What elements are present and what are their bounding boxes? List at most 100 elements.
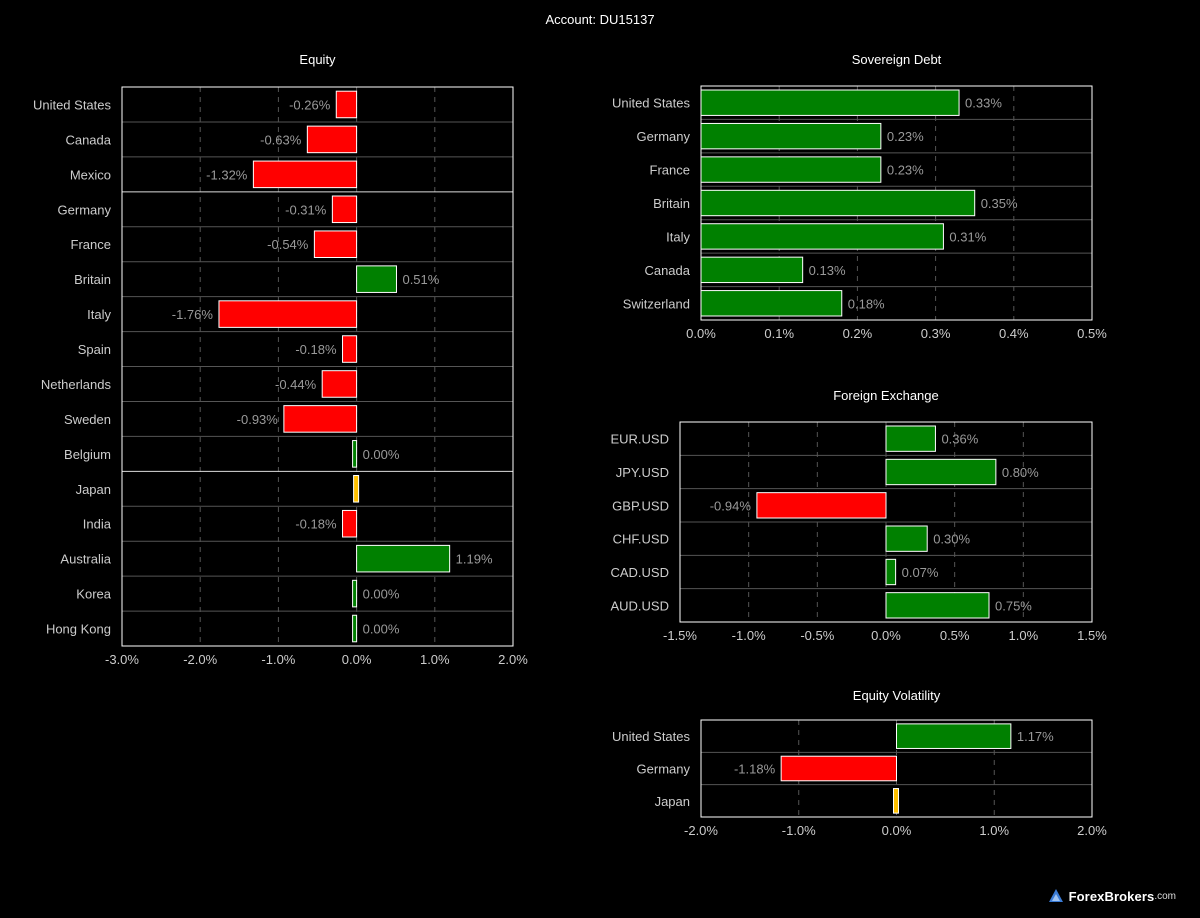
equity-title: Equity bbox=[299, 52, 336, 67]
sovereign-debt-data-label: 0.23% bbox=[887, 129, 924, 144]
equity-data-label: 0.00% bbox=[363, 587, 400, 602]
sovereign-debt-bar bbox=[700, 223, 944, 250]
foreign-exchange-tick-label: 1.0% bbox=[1009, 628, 1039, 643]
foreign-exchange-data-label: 0.80% bbox=[1002, 465, 1039, 480]
foreign-exchange-bar bbox=[756, 492, 887, 519]
equity-category-label: Korea bbox=[76, 587, 111, 602]
equity-category-label: Britain bbox=[74, 272, 111, 287]
equity-data-label: 0.00% bbox=[363, 447, 400, 462]
sovereign-debt-category-label: France bbox=[650, 163, 690, 178]
equity-volatility-title: Equity Volatility bbox=[853, 688, 941, 703]
sovereign-debt-category-label: Italy bbox=[666, 229, 690, 244]
foreign-exchange-tick-label: -1.5% bbox=[663, 628, 697, 643]
equity-data-label: -0.93% bbox=[237, 412, 279, 427]
sovereign-debt-bar bbox=[700, 89, 960, 116]
sovereign-debt-bar bbox=[700, 189, 976, 217]
foreign-exchange-frame bbox=[679, 421, 1093, 623]
foreign-exchange-category-label: JPY.USD bbox=[616, 465, 669, 480]
equity-volatility-category-label: Japan bbox=[655, 794, 690, 809]
foreign-exchange-bar bbox=[885, 592, 990, 619]
foreign-exchange-category-label: GBP.USD bbox=[612, 498, 669, 513]
equity-category-label: Japan bbox=[76, 482, 111, 497]
equity-volatility-bar bbox=[896, 723, 1012, 749]
equity-bar bbox=[283, 405, 358, 433]
equity-category-label: Canada bbox=[65, 132, 111, 147]
equity-bar bbox=[356, 544, 451, 573]
equity-category-label: Sweden bbox=[64, 412, 111, 427]
foreign-exchange-category-label: AUD.USD bbox=[610, 598, 669, 613]
foreign-exchange-tick-label: 0.5% bbox=[940, 628, 970, 643]
equity-category-label: Spain bbox=[78, 342, 111, 357]
equity-category-label: Hong Kong bbox=[46, 622, 111, 637]
equity-tick-label: 1.0% bbox=[420, 652, 450, 667]
equity-volatility-bar bbox=[893, 788, 899, 814]
foreign-exchange-category-label: CAD.USD bbox=[610, 565, 669, 580]
foreign-exchange-data-label: 0.07% bbox=[902, 565, 939, 580]
sovereign-debt-bar bbox=[700, 290, 843, 317]
equity-volatility-category-label: Germany bbox=[637, 762, 691, 777]
equity-volatility-bar bbox=[780, 755, 898, 782]
equity-data-label: 0.51% bbox=[402, 272, 439, 287]
equity-tick-label: 0.0% bbox=[342, 652, 372, 667]
sovereign-debt-data-label: 0.31% bbox=[949, 229, 986, 244]
sovereign-debt-data-label: 0.35% bbox=[981, 196, 1018, 211]
equity-category-label: United States bbox=[33, 97, 112, 112]
page-title: Account: DU15137 bbox=[545, 12, 655, 27]
foreign-exchange-tick-label: 1.5% bbox=[1077, 628, 1107, 643]
equity-data-label: -0.63% bbox=[260, 132, 302, 147]
equity-volatility-tick-label: 0.0% bbox=[882, 823, 912, 838]
sovereign-debt-data-label: 0.18% bbox=[848, 296, 885, 311]
sovereign-debt-bar bbox=[700, 256, 804, 284]
sovereign-debt-category-label: Canada bbox=[644, 263, 690, 278]
equity-bar bbox=[335, 90, 358, 119]
equity-category-label: Belgium bbox=[64, 447, 111, 462]
sovereign-debt-bar bbox=[700, 156, 882, 183]
equity-data-label: -0.44% bbox=[275, 377, 317, 392]
equity-volatility-tick-label: -1.0% bbox=[782, 823, 816, 838]
equity-volatility-tick-label: 2.0% bbox=[1077, 823, 1107, 838]
sovereign-debt-data-label: 0.33% bbox=[965, 96, 1002, 111]
equity-data-label: -0.18% bbox=[295, 517, 337, 532]
equity-category-label: India bbox=[83, 517, 112, 532]
foreign-exchange-category-label: CHF.USD bbox=[613, 532, 669, 547]
foreign-exchange-category-label: EUR.USD bbox=[610, 432, 669, 447]
foreign-exchange-tick-label: 0.0% bbox=[871, 628, 901, 643]
foreign-exchange-data-label: 0.75% bbox=[995, 598, 1032, 613]
equity-category-label: Australia bbox=[60, 552, 111, 567]
sovereign-debt-bar bbox=[700, 122, 882, 150]
sovereign-debt-tick-label: 0.1% bbox=[764, 326, 794, 341]
sovereign-debt-data-label: 0.23% bbox=[887, 163, 924, 178]
equity-data-label: -1.76% bbox=[172, 307, 214, 322]
sovereign-debt-tick-label: 0.5% bbox=[1077, 326, 1107, 341]
foreign-exchange-data-label: 0.30% bbox=[933, 532, 970, 547]
equity-bar bbox=[306, 125, 358, 154]
equity-tick-label: -3.0% bbox=[105, 652, 139, 667]
equity-volatility-data-label: 1.17% bbox=[1017, 729, 1054, 744]
foreign-exchange-tick-label: -0.5% bbox=[800, 628, 834, 643]
equity-category-label: Mexico bbox=[70, 167, 111, 182]
foreign-exchange-data-label: 0.36% bbox=[941, 432, 978, 447]
sovereign-debt-category-label: Britain bbox=[653, 196, 690, 211]
equity-bar bbox=[352, 579, 358, 608]
watermark-name: ForexBrokers bbox=[1068, 888, 1155, 904]
equity-tick-label: -1.0% bbox=[261, 652, 295, 667]
equity-bar bbox=[342, 509, 358, 538]
sovereign-debt-tick-label: 0.4% bbox=[999, 326, 1029, 341]
fb-logo-icon bbox=[1048, 889, 1063, 902]
equity-data-label: -1.32% bbox=[206, 167, 248, 182]
foreign-exchange-bar bbox=[885, 458, 997, 486]
equity-volatility-frame bbox=[700, 719, 1093, 818]
equity-data-label: -0.26% bbox=[289, 97, 331, 112]
equity-frame bbox=[121, 86, 514, 647]
equity-tick-label: 2.0% bbox=[498, 652, 528, 667]
watermark-tld: .com bbox=[1154, 890, 1176, 902]
sovereign-debt-category-label: Germany bbox=[637, 129, 691, 144]
equity-tick-label: -2.0% bbox=[183, 652, 217, 667]
equity-bar bbox=[356, 265, 397, 293]
equity-data-label: 1.19% bbox=[456, 552, 493, 567]
foreign-exchange-bar bbox=[885, 558, 897, 586]
foreign-exchange-tick-label: -1.0% bbox=[732, 628, 766, 643]
sovereign-debt-tick-label: 0.2% bbox=[843, 326, 873, 341]
equity-category-label: Germany bbox=[58, 202, 112, 217]
